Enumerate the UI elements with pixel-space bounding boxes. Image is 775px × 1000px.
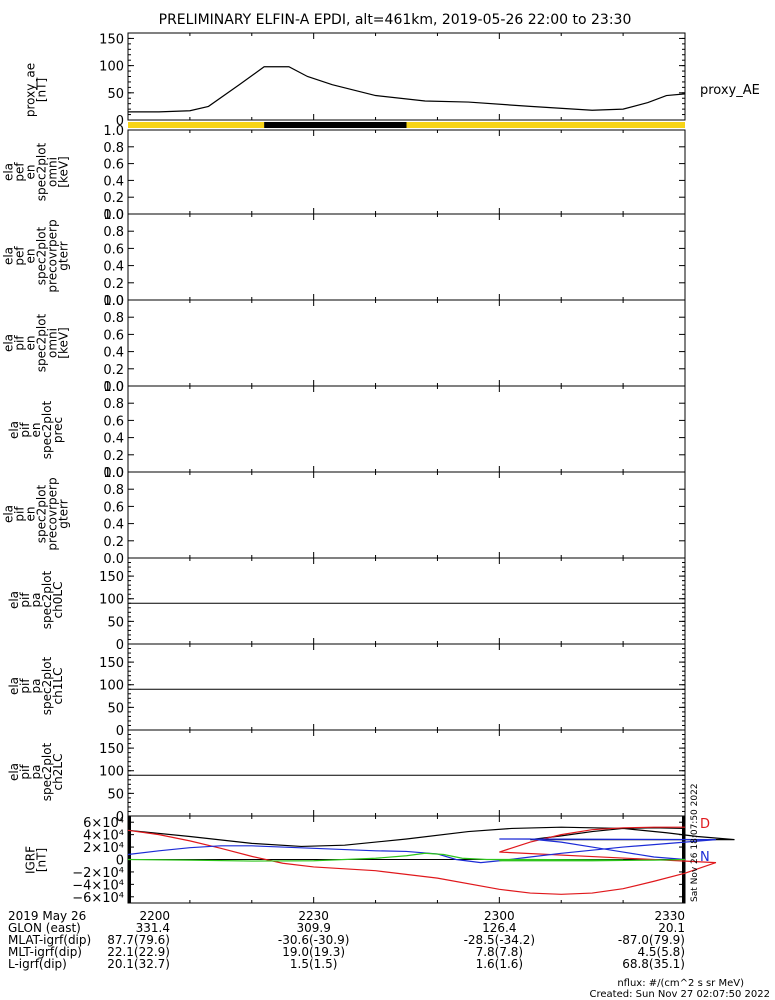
y-tick-label: 0.2 xyxy=(103,535,124,550)
y-axis-label-line: [nT] xyxy=(35,78,49,102)
y-tick-label: 0.8 xyxy=(103,483,124,498)
y-tick-label: 50 xyxy=(107,701,124,716)
y-axis-label-line: ch1LC xyxy=(51,668,65,705)
y-tick-label: 0.4 xyxy=(103,518,124,533)
y-tick-label: 0.8 xyxy=(103,397,124,412)
y-tick-label: 0.6 xyxy=(103,242,124,257)
y-tick-label: 100 xyxy=(99,593,124,608)
y-tick-label: 100 xyxy=(99,60,124,75)
y-axis-label-line: ch2LC xyxy=(51,754,65,791)
y-tick-label: 0.4 xyxy=(103,346,124,361)
y-tick-label: 150 xyxy=(99,656,124,671)
y-axis-label: elapifpaspec2plotch0LC xyxy=(7,570,65,629)
y-tick-label: 0.8 xyxy=(103,141,124,156)
y-tick-label: 50 xyxy=(107,615,124,630)
y-tick-label: 1.0 xyxy=(103,380,124,395)
y-axis-label: proxy_ae[nT] xyxy=(24,63,49,117)
y-axis-label-line: gterr xyxy=(57,241,71,270)
y-tick-label: 150 xyxy=(99,742,124,757)
y-axis-label-line: ch0LC xyxy=(51,582,65,619)
y-tick-label: 0.2 xyxy=(103,449,124,464)
y-tick-label: 0.8 xyxy=(103,311,124,326)
panel-frame xyxy=(128,33,685,120)
y-tick-label: 0.2 xyxy=(103,363,124,378)
y-tick-label: 1.0 xyxy=(103,466,124,481)
y-tick-label: 0.0 xyxy=(103,552,124,567)
y-axis-label-line: gterr xyxy=(57,499,71,528)
y-tick-label: 0.4 xyxy=(103,174,124,189)
y-tick-label: 50 xyxy=(107,87,124,102)
y-axis-label: elapifpaspec2plotch1LC xyxy=(7,656,65,715)
panel-frame xyxy=(128,300,685,386)
y-axis-label: elapefenspec2plotprecovrperpgterr xyxy=(2,219,71,292)
y-tick-label: 100 xyxy=(99,679,124,694)
panel-frame xyxy=(128,558,685,644)
panel-ch1LC: 0 50 100 150 elapifpaspec2plotch1LC xyxy=(7,644,685,739)
y-tick-label: 150 xyxy=(99,32,124,47)
panel-frame xyxy=(128,130,685,214)
y-tick-label: 1.0 xyxy=(103,208,124,223)
y-tick-label: 1.0 xyxy=(103,294,124,309)
panels-group: 050100150proxy_ae[nT]0.00.20.40.60.81.0e… xyxy=(2,32,760,905)
panel-ch0LC: 0 50 100 150 elapifpaspec2plotch0LC xyxy=(7,558,685,653)
y-tick-label: 0.6 xyxy=(103,158,124,173)
y-tick-label: 0 xyxy=(116,638,124,653)
y-tick-label: 0.6 xyxy=(103,414,124,429)
y-tick-label: 0 xyxy=(116,724,124,739)
y-axis-label-line: [keV] xyxy=(57,327,71,358)
y-axis-label: elapifenspec2plotomni[keV] xyxy=(2,313,71,372)
panel-frame xyxy=(128,386,685,472)
panel-frame xyxy=(128,472,685,558)
y-tick-label: 1.0 xyxy=(103,124,124,139)
y-tick-label: 50 xyxy=(107,787,124,802)
y-tick-label: 0.2 xyxy=(103,277,124,292)
panel-frame xyxy=(128,214,685,300)
y-tick-label: 0.8 xyxy=(103,225,124,240)
y-tick-label: 150 xyxy=(99,570,124,585)
y-tick-label: 0.6 xyxy=(103,500,124,515)
plot-title: PRELIMINARY ELFIN-A EPDI, alt=461km, 201… xyxy=(159,12,632,28)
y-tick-label: 0.6 xyxy=(103,328,124,343)
y-tick-label: 0.4 xyxy=(103,260,124,275)
y-tick-label: 100 xyxy=(99,765,124,780)
y-axis-label: elapifpaspec2plotch2LC xyxy=(7,742,65,801)
y-axis-label: elapifenspec2plotprec xyxy=(7,400,65,459)
y-tick-label: 6×10⁴ xyxy=(83,816,124,831)
panel-frame xyxy=(128,730,685,816)
panel-pif_precovrperp: 0.0 0.2 0.4 0.6 0.8 1.0 elapifenspec2plotpreco… xyxy=(2,466,686,567)
panel-frame xyxy=(128,644,685,730)
y-axis-label: elapefenspec2plotomni[keV] xyxy=(2,142,71,201)
y-tick-label: 0.4 xyxy=(103,432,124,447)
y-tick-label: 0.2 xyxy=(103,191,124,206)
y-axis-label-line: prec xyxy=(51,417,65,443)
y-axis-label-line: [keV] xyxy=(57,156,71,187)
y-axis-label: elapifenspec2plotprecovrperpgterr xyxy=(2,477,71,550)
